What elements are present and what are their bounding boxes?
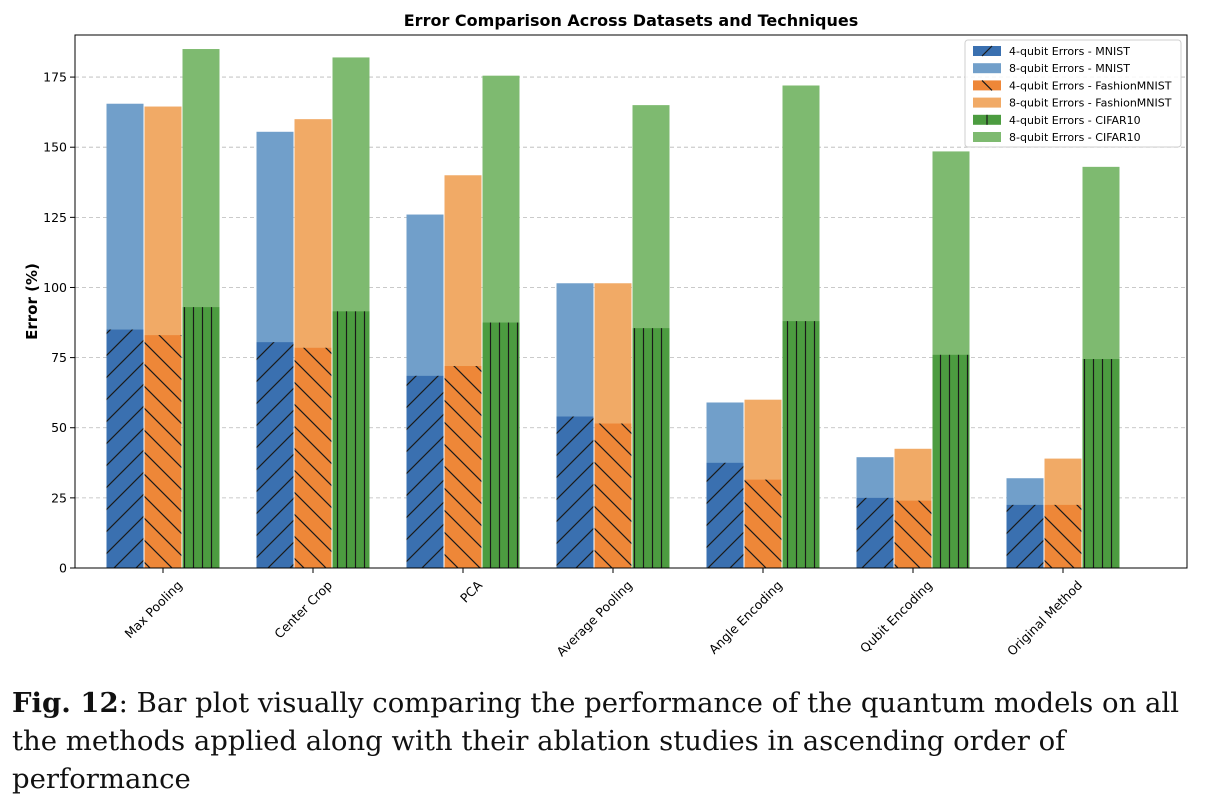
x-tick-label: Angle Encoding (706, 578, 785, 657)
bar-hatch-mnist (256, 342, 294, 568)
bars (106, 49, 1120, 569)
y-tick-label: 150 (43, 140, 67, 155)
x-axis: Max Pooling Center Crop PCA Average Pooling… (121, 568, 1085, 659)
bar-hatch-cifar10 (182, 307, 220, 568)
legend-hatch (981, 45, 993, 57)
legend-label: 4-qubit Errors - FashionMNIST (1009, 79, 1172, 92)
legend-label: 8-qubit Errors - FashionMNIST (1009, 97, 1172, 110)
bar-hatch-cifar10 (932, 354, 970, 568)
bar-chart: Error Comparison Across Datasets and Tec… (23, 11, 1188, 659)
legend-box (964, 39, 1182, 148)
bar-hatch-fashionmnist (444, 366, 482, 568)
y-tick-label: 175 (43, 70, 67, 85)
y-tick-label: 25 (51, 490, 67, 505)
x-tick-label: Average Pooling (553, 578, 635, 660)
legend-label: 8-qubit Errors - CIFAR10 (1009, 131, 1141, 144)
bar-hatch-mnist (406, 375, 444, 568)
bar-hatch-fashionmnist (594, 423, 632, 568)
y-tick-label: 100 (43, 280, 67, 295)
legend-label: 4-qubit Errors - MNIST (1009, 45, 1130, 58)
bar-hatch-cifar10 (332, 311, 370, 568)
bar-hatch-fashionmnist (1044, 504, 1082, 568)
bar-hatch-fashionmnist (144, 335, 182, 568)
x-tick-label: Center Crop (271, 577, 335, 641)
x-tick-label: Original Method (1004, 578, 1085, 659)
y-axis-label: Error (%) (23, 263, 41, 340)
chart-title: Error Comparison Across Datasets and Tec… (404, 11, 859, 30)
legend-label: 8-qubit Errors - MNIST (1009, 62, 1130, 75)
bar-hatch-cifar10 (482, 322, 520, 568)
caption-label: Fig. 12 (12, 687, 119, 719)
bar-hatch-cifar10 (632, 328, 670, 568)
y-axis: 0 25 50 75 100 125 150 175 (43, 70, 75, 576)
legend-swatch (973, 97, 1001, 108)
legend-hatch (981, 79, 993, 91)
legend: 4-qubit Errors - MNIST 8-qubit Errors - M… (964, 39, 1182, 148)
legend-swatch (973, 132, 1001, 142)
bar-hatch-mnist (556, 416, 594, 568)
y-tick-label: 75 (51, 350, 67, 365)
x-tick-label: PCA (457, 577, 485, 605)
bar-hatch-cifar10 (1082, 359, 1120, 568)
plot-frame (74, 34, 1188, 569)
bar-hatch-mnist (856, 497, 894, 568)
x-tick-label: Qubit Encoding (857, 578, 935, 656)
y-tick-label: 50 (51, 420, 67, 435)
caption-text: : Bar plot visually comparing the perfor… (12, 687, 1180, 795)
y-tick-label: 125 (43, 210, 67, 225)
bar-hatch-mnist (106, 329, 144, 568)
x-tick-label: Max Pooling (121, 578, 185, 642)
bar-hatch-mnist (706, 462, 744, 568)
bar-hatch-fashionmnist (744, 479, 782, 568)
bar-hatch-fashionmnist (294, 347, 332, 568)
y-tick-label: 0 (59, 561, 67, 576)
legend-swatch (973, 63, 1001, 74)
legend-label: 4-qubit Errors - CIFAR10 (1009, 114, 1141, 127)
bar-hatch-mnist (1006, 504, 1044, 568)
bar-hatch-cifar10 (782, 321, 820, 568)
bar-hatch-fashionmnist (894, 500, 932, 568)
figure-caption: Fig. 12: Bar plot visually comparing the… (12, 684, 1208, 798)
